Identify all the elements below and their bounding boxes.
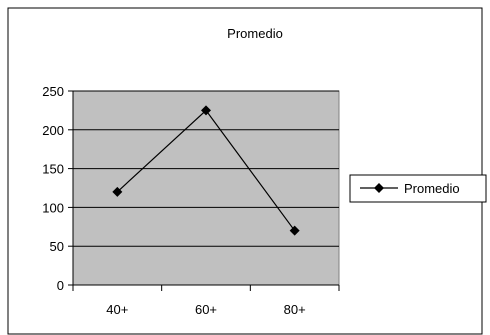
legend: Promedio (349, 174, 487, 203)
data-point (112, 186, 123, 197)
axes: 0 50 100 150 200 250 40+ 60+ 80+ (42, 84, 340, 317)
y-tick-label: 50 (50, 239, 64, 254)
y-tick-label: 150 (42, 162, 64, 177)
gridlines (73, 90, 339, 247)
chart-title: Promedio (227, 26, 283, 41)
legend-label: Promedio (404, 181, 460, 196)
y-tick-label: 200 (42, 123, 64, 138)
y-tick-label: 250 (42, 84, 64, 99)
y-tick-label: 100 (42, 200, 64, 215)
x-tick-label: 80+ (284, 302, 306, 317)
series-layer (112, 105, 300, 236)
y-tick-label: 0 (57, 278, 64, 293)
data-point (289, 225, 300, 236)
legend-box (349, 174, 487, 203)
plot-area (72, 90, 340, 286)
x-tick-label: 60+ (195, 302, 217, 317)
legend-marker (374, 183, 384, 193)
x-tick-label: 40+ (106, 302, 128, 317)
data-point (201, 105, 211, 116)
